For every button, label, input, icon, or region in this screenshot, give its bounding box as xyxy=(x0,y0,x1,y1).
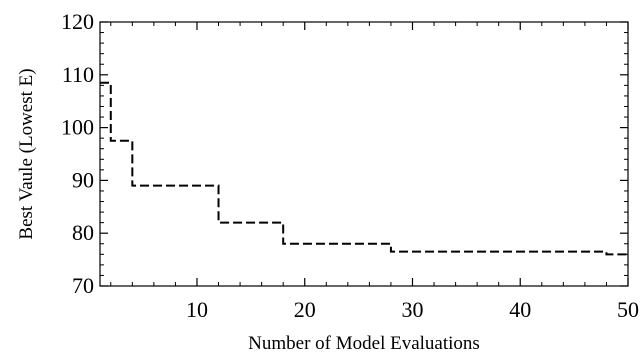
x-axis-title: Number of Model Evaluations xyxy=(248,333,480,354)
x-tick-label: 20 xyxy=(294,297,316,322)
plot-frame xyxy=(99,21,629,287)
y-axis-title: Best Vaule (Lowest E) xyxy=(16,68,37,239)
x-tick-label: 30 xyxy=(401,297,423,322)
x-tick-label: 40 xyxy=(509,297,531,322)
x-tick-label: 50 xyxy=(617,297,639,322)
y-tick-label: 80 xyxy=(72,220,94,245)
y-tick-label: 120 xyxy=(61,9,94,34)
y-tick-label: 110 xyxy=(62,62,94,87)
y-tick-label: 100 xyxy=(61,115,94,140)
x-tick-labels: 10 20 30 40 50 xyxy=(186,297,639,322)
y-tick-labels: 70 80 90 100 110 120 xyxy=(61,9,94,298)
y-tick-label: 70 xyxy=(72,273,94,298)
series-line xyxy=(100,81,628,256)
y-tick-label: 90 xyxy=(72,167,94,192)
axis-ticks xyxy=(100,21,629,287)
x-tick-label: 10 xyxy=(186,297,208,322)
